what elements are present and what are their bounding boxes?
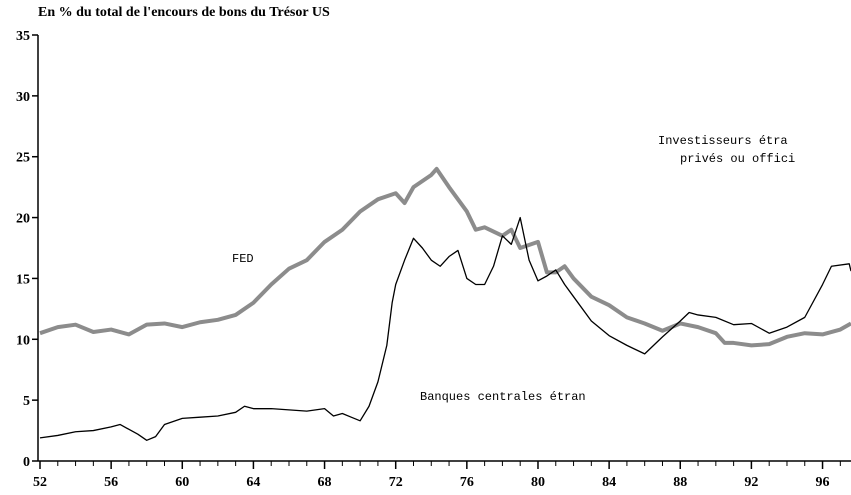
annotation: Investisseurs étra [658, 134, 788, 148]
y-tick-label: 35 [16, 29, 30, 44]
y-tick-label: 15 [16, 272, 30, 287]
y-tick-label: 10 [16, 333, 30, 348]
data-line [39, 166, 851, 348]
annotation: FED [232, 252, 254, 266]
annotation: Banques centrales étran [420, 390, 586, 404]
x-tick-label: 68 [318, 475, 332, 490]
x-tick-label: 52 [33, 475, 47, 490]
y-tick-label: 0 [23, 455, 30, 470]
y-tick-label: 20 [16, 212, 30, 227]
x-tick-label: 92 [744, 475, 758, 490]
annotation: privés ou offici [680, 152, 795, 166]
chart-title: En % du total de l'encours de bons du Tr… [38, 5, 330, 20]
x-tick-label: 72 [389, 475, 403, 490]
y-tick-label: 5 [23, 394, 30, 409]
x-tick-label: 60 [175, 475, 189, 490]
x-tick-label: 64 [246, 475, 260, 490]
x-tick-label: 56 [104, 475, 118, 490]
x-tick-label: 96 [816, 475, 830, 490]
x-tick-label: 88 [673, 475, 687, 490]
x-tick-label: 80 [531, 475, 545, 490]
y-tick-label: 25 [16, 151, 30, 166]
data-line [39, 216, 851, 441]
x-tick-label: 76 [460, 475, 474, 490]
y-tick-label: 30 [16, 90, 30, 105]
x-tick-label: 84 [602, 475, 616, 490]
